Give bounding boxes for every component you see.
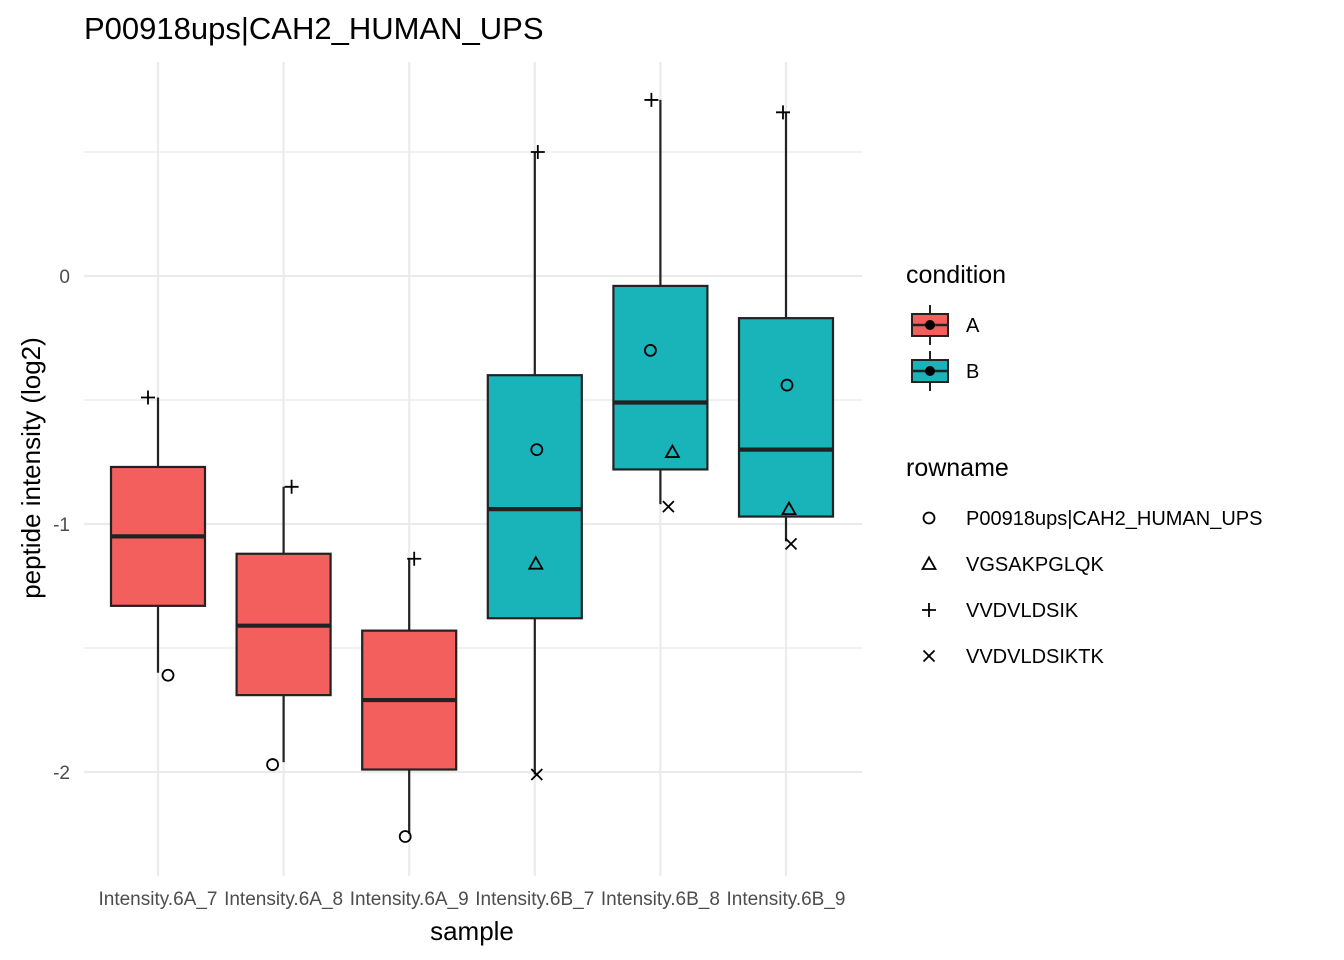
point-triangle	[527, 555, 544, 570]
legend-rowname: rowname P00918ups|CAH2_HUMAN_UPS VGSAKPGL…	[906, 454, 1262, 668]
legend-condition-label: A	[966, 315, 980, 337]
x-axis-title: sample	[430, 916, 514, 946]
point-plus	[530, 145, 545, 159]
x-tick-label: Intensity.6B_8	[601, 889, 720, 910]
point-cross	[784, 537, 798, 550]
chart-title: P00918ups|CAH2_HUMAN_UPS	[84, 11, 544, 46]
legend-rowname-label: VGSAKPGLQK	[966, 554, 1104, 576]
point-plus	[644, 92, 659, 107]
point-cross	[662, 500, 675, 513]
point-plus	[141, 390, 155, 405]
legend-rowname-item: VGSAKPGLQK	[920, 554, 1104, 576]
data-points	[141, 92, 798, 843]
y-axis-title: peptide intensity (log2)	[16, 337, 46, 599]
x-tick-label: Intensity.6B_9	[726, 889, 845, 910]
legend-shape-triangle	[920, 555, 938, 570]
point-circle	[530, 443, 544, 457]
point-plus	[407, 551, 422, 566]
box-Intensity.6A_9	[361, 558, 458, 834]
legend-shape-cross	[922, 649, 936, 663]
point-triangle	[780, 500, 798, 516]
legend-shape-plus	[922, 603, 936, 617]
legend-shape-circle	[922, 511, 936, 525]
point-cross	[530, 768, 543, 781]
legend-key-point	[925, 320, 935, 330]
legend-rowname-label: VVDVLDSIK	[966, 600, 1079, 622]
legend-condition-title: condition	[906, 261, 1006, 289]
box-Intensity.6B_7	[486, 152, 583, 775]
box-Intensity.6B_9	[737, 112, 835, 542]
legend-rowname-item: VVDVLDSIK	[922, 600, 1079, 622]
legend-rowname-item: P00918ups|CAH2_HUMAN_UPS	[922, 508, 1262, 530]
point-circle	[398, 830, 412, 843]
legend-rowname-item: VVDVLDSIKTK	[922, 646, 1104, 668]
legend-key-point	[925, 366, 935, 376]
point-circle	[266, 758, 280, 771]
box-Intensity.6A_8	[235, 486, 332, 763]
legend-rowname-label: VVDVLDSIKTK	[966, 646, 1104, 668]
point-plus	[284, 479, 299, 494]
legend-condition-item: A	[911, 305, 980, 345]
point-triangle	[664, 443, 681, 458]
x-tick-label: Intensity.6A_8	[224, 889, 343, 910]
box-rect	[737, 317, 835, 518]
y-tick-label: -1	[53, 515, 70, 536]
point-circle	[644, 343, 657, 357]
box-Intensity.6A_7	[109, 397, 207, 673]
legend-rowname-title: rowname	[906, 454, 1009, 482]
y-tick-label: 0	[59, 267, 70, 288]
legend-condition: condition A B	[906, 261, 1006, 391]
box-rect	[486, 374, 583, 620]
legend-rowname-label: P00918ups|CAH2_HUMAN_UPS	[966, 508, 1262, 530]
box-Intensity.6B_8	[612, 99, 709, 505]
y-tick-labels: 0 -1 -2	[53, 267, 70, 784]
x-tick-label: Intensity.6A_7	[98, 889, 217, 910]
x-tick-label: Intensity.6A_9	[350, 889, 469, 910]
boxes	[109, 99, 835, 834]
y-tick-label: -2	[53, 763, 70, 784]
box-rect	[612, 284, 709, 471]
point-plus	[776, 105, 790, 120]
point-circle	[780, 378, 794, 392]
legend-condition-label: B	[966, 361, 979, 383]
x-tick-label: Intensity.6B_7	[475, 889, 594, 910]
legend-condition-item: B	[911, 351, 979, 391]
point-circle	[161, 668, 175, 682]
x-tick-labels: Intensity.6A_7 Intensity.6A_8 Intensity.6A…	[98, 889, 845, 910]
